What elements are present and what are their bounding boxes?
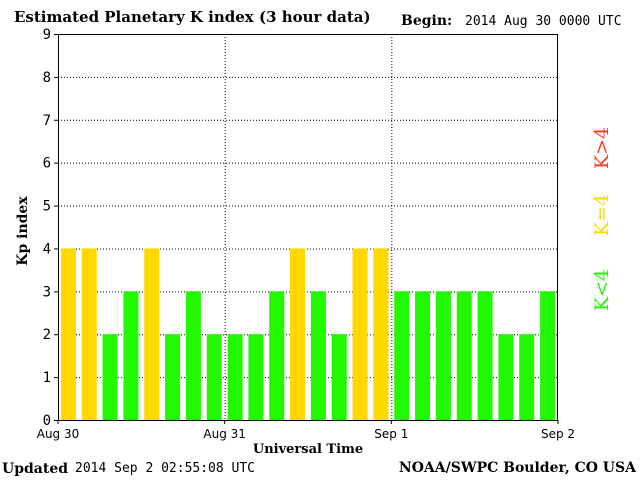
kp-bar: [165, 334, 181, 420]
legend-label: K=4: [591, 194, 613, 236]
kp-bar: [185, 291, 201, 420]
kp-bar: [102, 334, 118, 420]
kp-bar: [248, 334, 264, 420]
y-tick-label: 1: [43, 370, 51, 386]
x-tick-label: Sep 2: [541, 427, 575, 441]
plot-frame: [58, 34, 558, 421]
y-tick-label: 9: [43, 27, 51, 43]
begin-date: 2014 Aug 30 0000 UTC: [465, 14, 622, 29]
kp-bar: [290, 248, 306, 420]
kp-bar: [519, 334, 535, 420]
kp-bar: [310, 291, 326, 420]
legend-label: K<4: [591, 269, 613, 311]
kp-bar: [81, 248, 97, 420]
kp-bar: [498, 334, 514, 420]
kp-bar: [477, 291, 493, 420]
kp-bar: [540, 291, 556, 420]
kp-bar: [227, 334, 243, 420]
kp-bar: [415, 291, 431, 420]
updated-label: Updated: [2, 461, 69, 477]
kp-bar: [394, 291, 410, 420]
updated-timestamp: 2014 Sep 2 02:55:08 UTC: [75, 461, 256, 476]
kp-bar: [269, 291, 285, 420]
kp-bar: [352, 248, 368, 420]
y-tick-label: 6: [43, 156, 51, 172]
kp-bar: [435, 291, 451, 420]
x-tick-label: Sep 1: [374, 427, 408, 441]
y-tick-label: 0: [43, 413, 51, 429]
x-tick-label: Aug 31: [203, 427, 246, 441]
chart-title: Estimated Planetary K index (3 hour data…: [14, 8, 371, 26]
kp-bar: [331, 334, 347, 420]
begin-label: Begin:: [401, 13, 453, 29]
y-tick-label: 5: [43, 199, 51, 215]
y-tick-label: 2: [43, 327, 51, 343]
y-tick-label: 3: [43, 284, 51, 300]
y-tick-label: 8: [43, 70, 51, 86]
x-axis-label: Universal Time: [253, 442, 363, 457]
legend-label: K>4: [591, 127, 613, 169]
kp-bar: [373, 248, 389, 420]
y-axis-label: Kp index: [15, 196, 31, 266]
y-tick-label: 7: [43, 113, 51, 129]
kp-bar: [456, 291, 472, 420]
kp-bar: [123, 291, 139, 420]
kp-bar: [206, 334, 222, 420]
x-tick-label: Aug 30: [37, 427, 80, 441]
kp-bar: [144, 248, 160, 420]
kp-bar: [60, 248, 76, 420]
data-source: NOAA/SWPC Boulder, CO USA: [398, 460, 636, 476]
y-tick-label: 4: [43, 241, 51, 257]
